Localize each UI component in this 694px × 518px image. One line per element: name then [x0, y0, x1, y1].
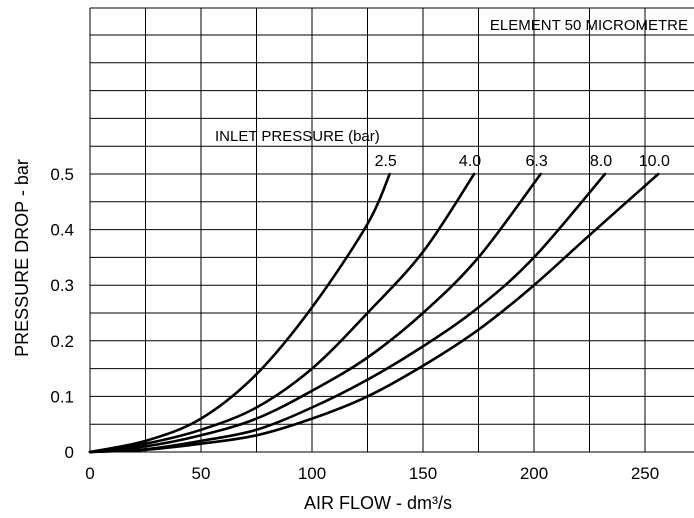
curve-inlet-10-0 — [88, 172, 660, 454]
tick-labels: 0 50 100 150 200 250 0 0.1 0.2 0.3 0.4 0.5 — [50, 165, 659, 483]
x-tick-label: 50 — [192, 464, 211, 483]
y-axis-title: PRESSURE DROP - bar — [12, 159, 32, 357]
x-tick-label: 0 — [85, 464, 94, 483]
grid — [89, 7, 694, 453]
x-axis-title: AIR FLOW - dm³/s — [304, 493, 452, 513]
curve-inlet-4-0 — [88, 172, 476, 454]
curve-inlet-6-3 — [88, 172, 542, 454]
legend-title: INLET PRESSURE (bar) — [215, 128, 380, 145]
x-tick-label: 150 — [409, 464, 437, 483]
curve-label-10-0: 10.0 — [639, 153, 670, 170]
y-tick-label: 0 — [65, 443, 74, 462]
x-tick-label: 250 — [631, 464, 659, 483]
curve-label-6-3: 6.3 — [526, 153, 548, 170]
curve-label-8-0: 8.0 — [590, 153, 612, 170]
element-annotation: ELEMENT 50 MICROMETRE — [490, 17, 688, 34]
curve-inlet-2-5 — [88, 172, 391, 454]
x-tick-label: 100 — [298, 464, 326, 483]
curve-label-4-0: 4.0 — [459, 153, 481, 170]
y-tick-label: 0.4 — [50, 221, 74, 240]
curve-label-2-5: 2.5 — [375, 153, 397, 170]
curve-inlet-8-0 — [88, 172, 607, 454]
curve-labels: 2.5 4.0 6.3 8.0 10.0 — [375, 153, 670, 170]
y-tick-label: 0.3 — [50, 276, 74, 295]
x-tick-label: 200 — [520, 464, 548, 483]
y-tick-label: 0.1 — [50, 387, 74, 406]
curves — [88, 172, 660, 454]
y-tick-label: 0.2 — [50, 332, 74, 351]
y-tick-label: 0.5 — [50, 165, 74, 184]
